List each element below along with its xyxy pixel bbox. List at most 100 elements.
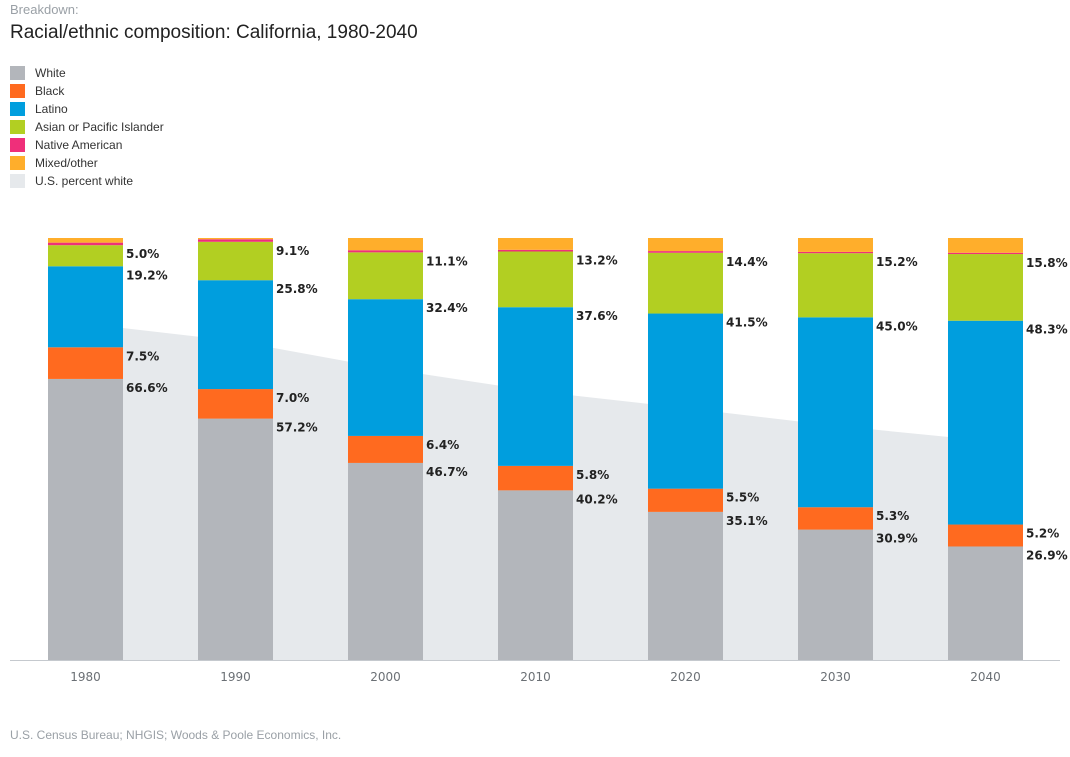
bar-segment-black <box>798 507 873 530</box>
bar-segment-native-american <box>48 242 123 246</box>
data-label: 46.7% <box>426 465 468 479</box>
legend-swatch <box>10 120 25 134</box>
data-label: 6.4% <box>426 438 459 452</box>
bar-segment-latino <box>48 266 123 348</box>
data-label: 48.3% <box>1026 323 1068 337</box>
legend-label: Mixed/other <box>35 156 98 170</box>
x-tick-label: 1990 <box>220 670 251 684</box>
data-label: 11.1% <box>426 254 468 268</box>
bar-segment-asian-or-pacific-islander <box>498 251 573 308</box>
x-tick-label: 2020 <box>670 670 701 684</box>
bar-segment-native-american <box>648 251 723 253</box>
bar-segment-white <box>348 462 423 660</box>
legend-item-mixed-other: Mixed/other <box>10 154 164 172</box>
bar-segment-native-american <box>198 239 273 242</box>
bar-segment-native-american <box>948 252 1023 255</box>
bar-segment-latino <box>198 280 273 390</box>
data-label: 37.6% <box>576 309 618 323</box>
data-label: 15.2% <box>876 255 918 269</box>
data-label: 5.0% <box>126 247 159 261</box>
data-label: 15.8% <box>1026 256 1068 270</box>
data-label: 5.2% <box>1026 527 1059 541</box>
data-label: 5.5% <box>726 491 759 505</box>
x-tick-label: 2000 <box>370 670 401 684</box>
chart-kicker: Breakdown: <box>10 2 79 17</box>
bar-segment-white <box>498 490 573 660</box>
bar-segment-latino <box>498 307 573 466</box>
bar-segment-asian-or-pacific-islander <box>198 241 273 281</box>
data-label: 57.2% <box>276 421 318 435</box>
legend-item-asian: Asian or Pacific Islander <box>10 118 164 136</box>
data-label: 9.1% <box>276 244 309 258</box>
bar-segment-white <box>198 418 273 660</box>
bar-segment-black <box>498 465 573 491</box>
bar-segment-asian-or-pacific-islander <box>798 253 873 318</box>
legend-item-latino: Latino <box>10 100 164 118</box>
data-label: 30.9% <box>876 532 918 546</box>
data-label: 13.2% <box>576 254 618 268</box>
data-label: 5.3% <box>876 509 909 523</box>
data-label: 66.6% <box>126 381 168 395</box>
data-label: 32.4% <box>426 301 468 315</box>
chart-title: Racial/ethnic composition: California, 1… <box>10 22 418 43</box>
legend-swatch <box>10 138 25 152</box>
data-label: 14.4% <box>726 255 768 269</box>
legend-swatch <box>10 156 25 170</box>
bar-segment-white <box>648 511 723 660</box>
data-label: 19.2% <box>126 268 168 282</box>
bar-segment-mixed-other <box>348 238 423 251</box>
bar-segment-native-american <box>348 250 423 253</box>
legend-item-black: Black <box>10 82 164 100</box>
bar-segment-black <box>48 347 123 379</box>
x-tick-label: 1980 <box>70 670 101 684</box>
bar-segment-mixed-other <box>648 238 723 252</box>
legend-label: White <box>35 66 66 80</box>
bar-segment-white <box>798 529 873 660</box>
bar-segment-mixed-other <box>198 238 273 240</box>
x-tick-label: 2010 <box>520 670 551 684</box>
bar-segment-latino <box>348 299 423 436</box>
legend-item-native-american: Native American <box>10 136 164 154</box>
bar-segment-mixed-other <box>948 238 1023 253</box>
legend-swatch <box>10 102 25 116</box>
bar-segment-white <box>48 378 123 660</box>
x-tick-label: 2030 <box>820 670 851 684</box>
legend-swatch <box>10 84 25 98</box>
legend-swatch <box>10 174 25 188</box>
data-label: 7.5% <box>126 349 159 363</box>
source-note: U.S. Census Bureau; NHGIS; Woods & Poole… <box>10 728 342 742</box>
bar-segment-native-american <box>798 251 873 254</box>
bar-segment-latino <box>948 320 1023 525</box>
data-label: 5.8% <box>576 468 609 482</box>
legend-label: Latino <box>35 102 68 116</box>
legend-label: Native American <box>35 138 123 152</box>
bar-segment-black <box>648 488 723 512</box>
data-label: 45.0% <box>876 319 918 333</box>
bar-segment-asian-or-pacific-islander <box>648 252 723 314</box>
bar-segment-mixed-other <box>48 238 123 243</box>
bar-segment-asian-or-pacific-islander <box>348 252 423 300</box>
bar-segment-black <box>948 524 1023 547</box>
data-label: 41.5% <box>726 316 768 330</box>
legend-label: Asian or Pacific Islander <box>35 120 164 134</box>
bar-segment-mixed-other <box>498 238 573 250</box>
data-label: 26.9% <box>1026 548 1068 562</box>
bar-segment-black <box>198 389 273 419</box>
legend-item-white: White <box>10 64 164 82</box>
bar-segment-asian-or-pacific-islander <box>48 245 123 267</box>
legend-swatch <box>10 66 25 80</box>
bar-segment-asian-or-pacific-islander <box>948 254 1023 321</box>
bar-segment-mixed-other <box>798 238 873 252</box>
legend-label: Black <box>35 84 65 98</box>
bar-segment-latino <box>648 313 723 489</box>
x-tick-label: 2040 <box>970 670 1001 684</box>
legend-label: U.S. percent white <box>35 174 134 188</box>
data-label: 25.8% <box>276 282 318 296</box>
legend-item-us-percent-white: U.S. percent white <box>10 172 164 190</box>
data-label: 35.1% <box>726 514 768 528</box>
bar-segment-white <box>948 546 1023 660</box>
data-label: 7.0% <box>276 391 309 405</box>
bar-segment-native-american <box>498 249 573 252</box>
legend: White Black Latino Asian or Pacific Isla… <box>10 64 164 190</box>
